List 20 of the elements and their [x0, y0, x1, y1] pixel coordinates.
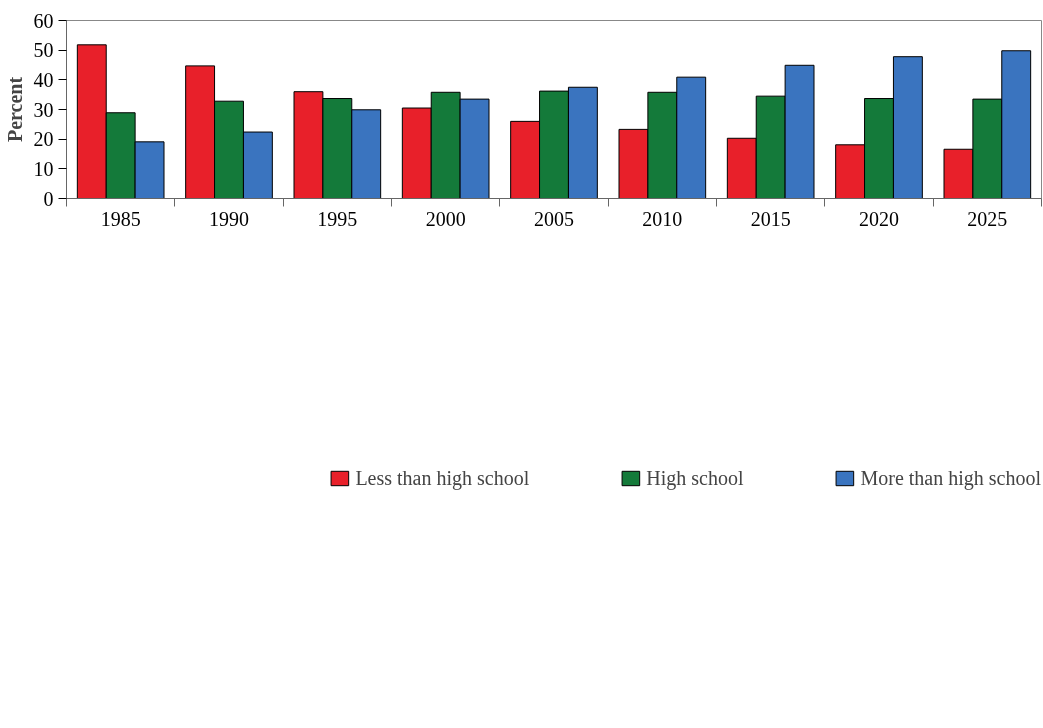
- legend-label: Less than high school: [355, 466, 530, 490]
- y-tick-label: 10: [33, 157, 54, 180]
- x-tick-label: 2000: [425, 207, 466, 230]
- x-tick-label: 1995: [317, 207, 358, 230]
- x-tick-label: 2025: [967, 207, 1008, 230]
- y-tick-label: 0: [43, 187, 54, 210]
- y-tick-label: 60: [33, 9, 54, 32]
- x-tick-label: 1985: [100, 207, 141, 230]
- y-tick-label: 30: [33, 98, 54, 121]
- y-tick-label: 20: [33, 128, 54, 151]
- x-tick-label: 2020: [859, 207, 899, 230]
- y-tick-label: 40: [33, 68, 54, 91]
- x-tick-label: 2005: [534, 207, 574, 230]
- x-tick-label: 1990: [209, 207, 249, 230]
- legend-label: High school: [646, 466, 744, 490]
- x-tick-label: 2010: [642, 207, 683, 230]
- y-tick-label: 50: [33, 39, 54, 62]
- y-axis-title: Percent: [3, 76, 26, 143]
- x-tick-label: 2015: [750, 207, 791, 230]
- legend-label: More than high school: [860, 466, 1041, 490]
